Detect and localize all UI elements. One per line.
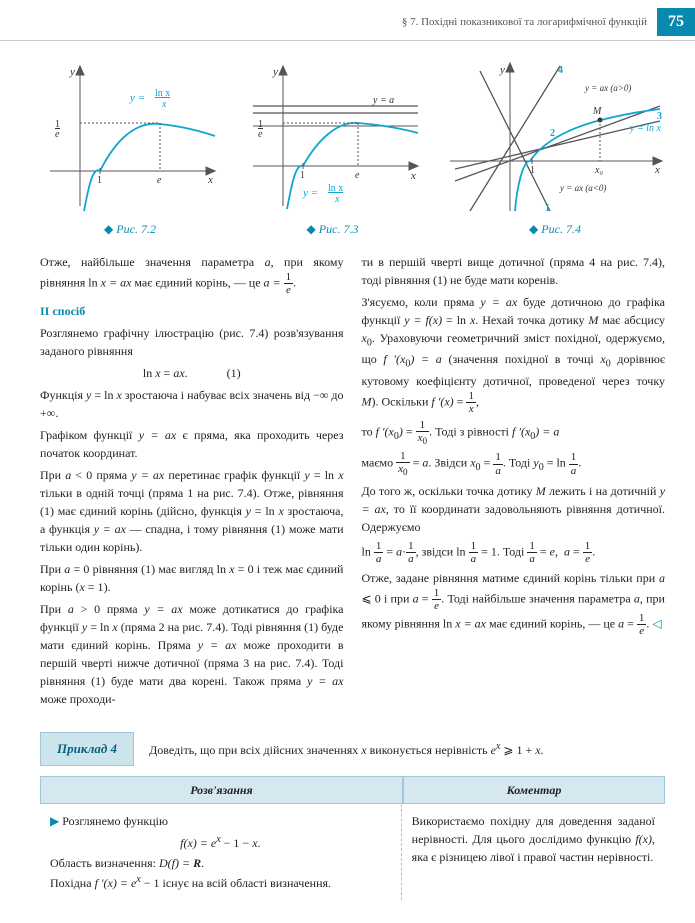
page-header: § 7. Похідні показникової та логарифмічн… (0, 0, 695, 41)
left-p4: Графіком функції y = ax є пряма, яка про… (40, 426, 344, 462)
svg-text:x₀: x₀ (594, 165, 603, 176)
figure-7-4-caption: Рис. 7.4 (529, 220, 581, 238)
svg-text:x: x (161, 99, 167, 110)
svg-text:e: e (258, 129, 263, 140)
svg-text:y =: y = (302, 187, 318, 199)
svg-text:y = ln x: y = ln x (629, 123, 661, 134)
svg-text:1: 1 (97, 175, 102, 186)
figure-7-2: y x 1 e 1 e y = ln x x Рис. 7.2 (40, 61, 220, 238)
example-4-header: Приклад 4 Доведіть, що при всіх дійсних … (0, 732, 695, 766)
left-p2: Розглянемо графічну ілюстрацію (рис. 7.4… (40, 324, 344, 360)
figure-7-2-caption: Рис. 7.2 (104, 220, 156, 238)
svg-text:4: 4 (558, 65, 563, 76)
right-p5: До того ж, оскільки точка дотику M лежит… (362, 482, 666, 536)
solution-header-cell: Розв'язання (40, 776, 403, 804)
svg-text:y = a: y = a (372, 95, 394, 106)
left-p6: При a = 0 рівняння (1) має вигляд ln x =… (40, 560, 344, 596)
svg-text:2: 2 (550, 128, 555, 139)
comment-header-cell: Коментар (403, 776, 665, 804)
section-title: § 7. Похідні показникової та логарифмічн… (402, 14, 647, 31)
figure-7-2-svg: y x 1 e 1 e y = ln x x (40, 61, 220, 216)
svg-text:ln x: ln x (328, 183, 343, 194)
figure-7-3-svg: y x y = a 1 e 1 e y = ln x x (243, 61, 423, 216)
svg-text:ln x: ln x (155, 88, 170, 99)
right-column: ти в першій чверті вище дотичної (пряма … (362, 253, 666, 712)
svg-text:e: e (157, 175, 162, 186)
svg-text:e: e (55, 129, 60, 140)
svg-text:1: 1 (300, 170, 305, 181)
figure-7-4-svg: y x 1 4 2 3 y = ln x y = ax (a>0) y = ax… (445, 61, 665, 216)
svg-text:y: y (499, 64, 505, 76)
equation-1: ln x = ax. (1) (40, 364, 344, 382)
figure-7-3-caption: Рис. 7.3 (307, 220, 359, 238)
solution-body-row: ▶ Розглянемо функцію f(x) = ex − 1 − x. … (40, 804, 665, 900)
comment-cell: Використаємо похідну для доведення задан… (402, 804, 665, 900)
svg-text:e: e (355, 170, 360, 181)
left-column: Отже, найбільше значення параметра a, пр… (40, 253, 344, 712)
example-statement: Доведіть, що при всіх дійсних значеннях … (149, 739, 665, 759)
figures-row: y x 1 e 1 e y = ln x x Рис. 7.2 (0, 51, 695, 248)
svg-text:x: x (207, 174, 213, 186)
right-p3: то f ′(x0) = 1x0. Тоді з рівності f ′(x0… (362, 419, 666, 446)
figure-7-4: y x 1 4 2 3 y = ln x y = ax (a>0) y = ax… (445, 61, 665, 238)
svg-text:x: x (410, 170, 416, 182)
svg-text:3: 3 (657, 111, 662, 122)
right-p6: ln 1a = a·1a, звідси ln 1a = 1. Тоді 1a … (362, 540, 666, 565)
left-p5: При a < 0 пряма y = ax перетинає графік … (40, 466, 344, 556)
left-p3: Функція y = ln x зростаюча і набуває всі… (40, 386, 344, 422)
right-p2: З'ясуємо, коли пряма y = ax буде дотично… (362, 293, 666, 415)
svg-text:x: x (334, 194, 340, 205)
solution-table: Розв'язання Коментар ▶ Розглянемо функці… (40, 776, 665, 900)
svg-text:x: x (654, 164, 660, 176)
solution-cell: ▶ Розглянемо функцію f(x) = ex − 1 − x. … (40, 804, 402, 900)
right-p4: маємо 1x0 = a. Звідси x0 = 1a. Тоді y0 =… (362, 450, 666, 477)
svg-text:y: y (69, 66, 75, 78)
svg-text:y =: y = (129, 92, 145, 104)
page-number: 75 (657, 8, 695, 36)
solution-header-row: Розв'язання Коментар (40, 776, 665, 804)
right-p1: ти в першій чверті вище дотичної (пряма … (362, 253, 666, 289)
left-p1: Отже, найбільше значення параметра a, пр… (40, 253, 344, 296)
svg-text:1: 1 (530, 165, 535, 176)
svg-text:y: y (272, 66, 278, 78)
svg-text:1: 1 (545, 203, 550, 214)
example-badge: Приклад 4 (40, 732, 134, 766)
figure-7-3: y x y = a 1 e 1 e y = ln x x Рис. 7.3 (243, 61, 423, 238)
svg-text:M: M (592, 106, 602, 117)
right-p7: Отже, задане рівняння матиме єдиний корі… (362, 569, 666, 637)
body-columns: Отже, найбільше значення параметра a, пр… (0, 248, 695, 722)
left-p7: При a > 0 пряма y = ax може дотикатися д… (40, 600, 344, 708)
svg-text:y = ax (a>0): y = ax (a>0) (584, 83, 631, 93)
svg-text:y = ax (a<0): y = ax (a<0) (559, 183, 606, 193)
method-2-title: II спосіб (40, 302, 344, 320)
